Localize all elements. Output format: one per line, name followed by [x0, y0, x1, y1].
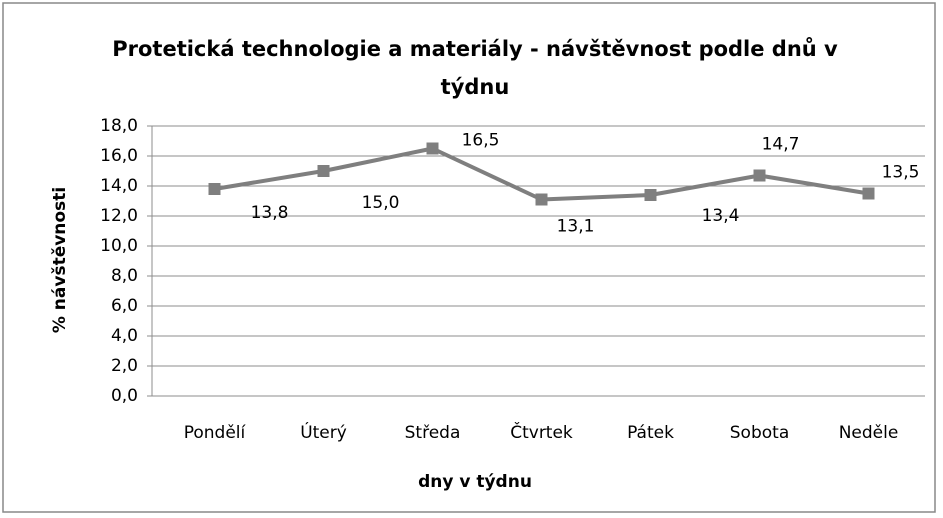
y-tick-label: 12,0 — [100, 206, 138, 226]
marker — [317, 165, 330, 177]
y-axis-label: % návštěvnosti — [50, 187, 70, 333]
y-tick-label: 0,0 — [111, 386, 138, 406]
chart-title: Protetická technologie a materiály - náv… — [112, 37, 838, 99]
y-tick-label: 16,0 — [100, 146, 138, 166]
data-label: 13,5 — [882, 163, 920, 183]
y-tick-label: 2,0 — [111, 356, 138, 376]
marker — [644, 189, 657, 201]
x-tick-label: Úterý — [300, 421, 347, 443]
data-label: 13,1 — [557, 217, 595, 237]
y-tick-label: 18,0 — [100, 116, 138, 136]
x-tick-label: Pátek — [627, 423, 674, 443]
data-label: 16,5 — [462, 131, 500, 151]
x-tick-label: Čtvrtek — [510, 421, 573, 443]
marker — [753, 169, 766, 182]
x-tick-label: Neděle — [839, 423, 899, 443]
data-label: 14,7 — [762, 135, 800, 155]
marker — [535, 193, 548, 206]
data-label: 13,8 — [251, 203, 289, 223]
x-tick-label: Pondělí — [184, 423, 247, 443]
y-tick-label: 4,0 — [111, 326, 138, 346]
y-tick-label: 14,0 — [100, 176, 138, 196]
marker — [426, 142, 439, 155]
data-label: 15,0 — [362, 193, 400, 213]
y-tick-label: 10,0 — [100, 236, 138, 256]
x-tick-label: Středa — [405, 423, 461, 443]
y-tick-label: 6,0 — [111, 296, 138, 316]
marker — [862, 187, 875, 200]
marker — [208, 183, 221, 195]
x-axis-label: dny v týdnu — [418, 472, 532, 492]
data-label: 13,4 — [702, 206, 740, 226]
chart-border — [2, 2, 936, 513]
x-tick-label: Sobota — [730, 423, 789, 443]
y-tick-label: 8,0 — [111, 266, 138, 286]
